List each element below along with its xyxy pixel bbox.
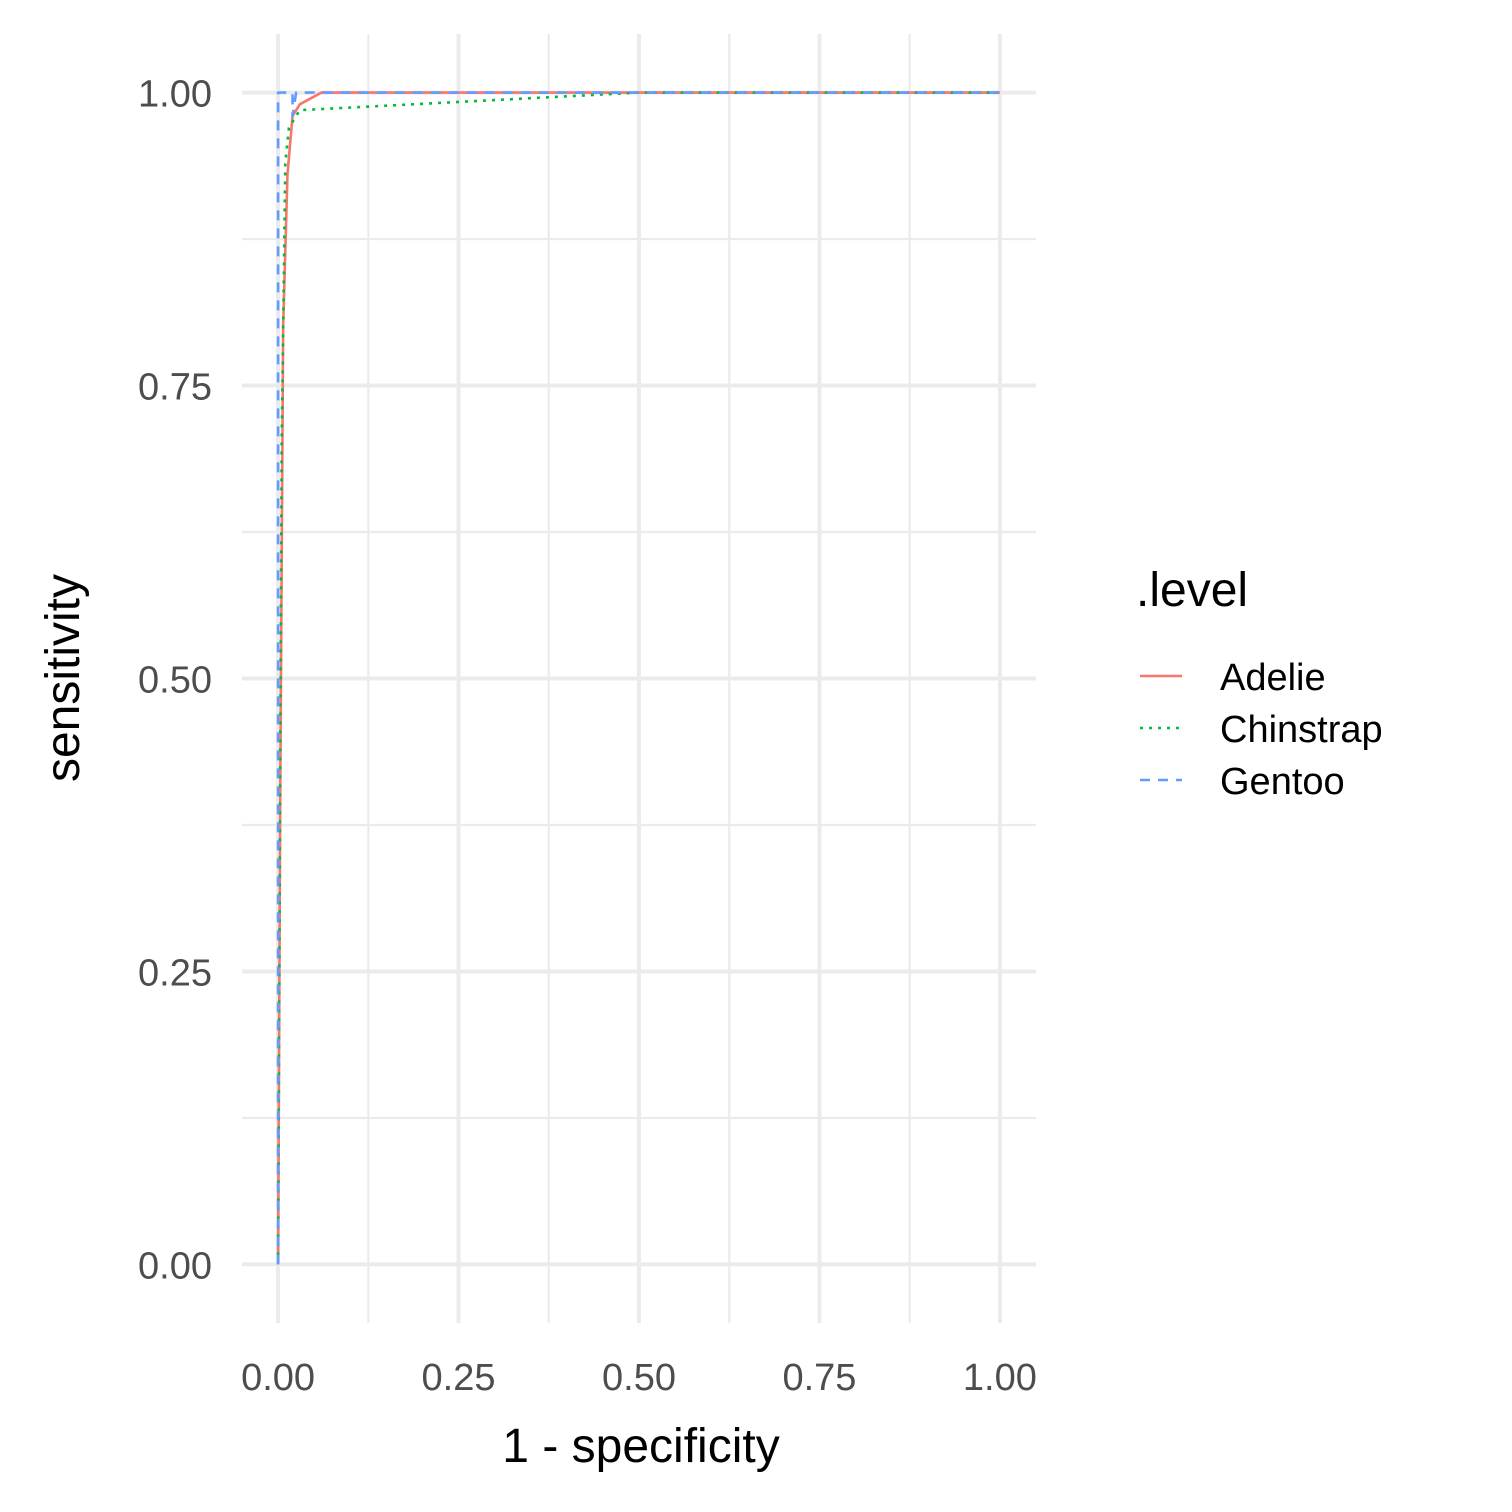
legend: .level Adelie Chinstrap Gentoo xyxy=(1136,564,1383,803)
legend-label-adelie: Adelie xyxy=(1220,657,1326,699)
x-tick-label: 0.50 xyxy=(602,1357,676,1399)
x-tick-label: 1.00 xyxy=(963,1357,1037,1399)
series-lines xyxy=(276,91,1000,1265)
x-tick-label: 0.75 xyxy=(782,1357,856,1399)
legend-items: Adelie Chinstrap Gentoo xyxy=(1140,657,1383,803)
series-line-chinstrap xyxy=(276,91,1000,1265)
y-tick-label: 1.00 xyxy=(138,74,212,116)
y-tick-label: 0.75 xyxy=(138,367,212,409)
y-tick-label: 0.25 xyxy=(138,952,212,994)
y-tick-label: 0.50 xyxy=(138,660,212,702)
series-line-gentoo xyxy=(276,91,1000,1265)
legend-label-gentoo: Gentoo xyxy=(1220,761,1345,803)
x-axis-title: 1 - specificity xyxy=(502,1420,779,1473)
y-tick-label: 0.00 xyxy=(138,1245,212,1287)
legend-title: .level xyxy=(1136,564,1248,617)
tick-labels: 0.00 0.25 0.50 0.75 1.00 0.00 0.25 0.50 0.75 1.00 xyxy=(138,74,1037,1399)
x-tick-label: 0.25 xyxy=(422,1357,496,1399)
grid xyxy=(242,34,1036,1323)
legend-label-chinstrap: Chinstrap xyxy=(1220,709,1383,751)
y-axis-title: sensitivity xyxy=(37,574,90,782)
x-tick-label: 0.00 xyxy=(241,1357,315,1399)
